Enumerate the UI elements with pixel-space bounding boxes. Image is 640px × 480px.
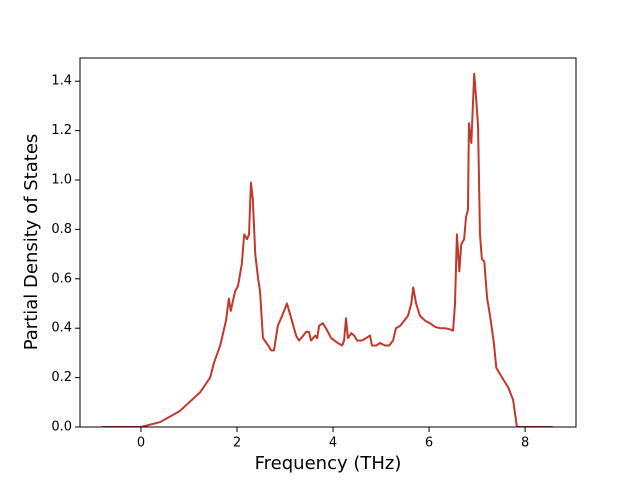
x-tick-label: 6 (425, 436, 433, 451)
y-tick-label: 1.2 (51, 123, 72, 138)
x-tick-label: 0 (137, 436, 145, 451)
y-tick-label: 0.0 (51, 420, 72, 435)
plot-frame (79, 57, 577, 428)
x-tick-label: 8 (521, 436, 529, 451)
x-tick-label: 2 (233, 436, 241, 451)
y-tick-label: 0.2 (51, 370, 72, 385)
y-tick-label: 1.0 (51, 173, 72, 188)
x-axis-label: Frequency (THz) (255, 453, 402, 474)
y-tick-label: 0.4 (51, 321, 72, 336)
line (102, 72, 553, 427)
y-tick-label: 0.8 (51, 222, 72, 237)
y-tick-label: 1.4 (51, 74, 72, 89)
x-tick-label: 4 (329, 436, 337, 451)
y-tick-label: 0.6 (51, 271, 72, 286)
y-axis-label: Partial Density of States (21, 134, 42, 351)
